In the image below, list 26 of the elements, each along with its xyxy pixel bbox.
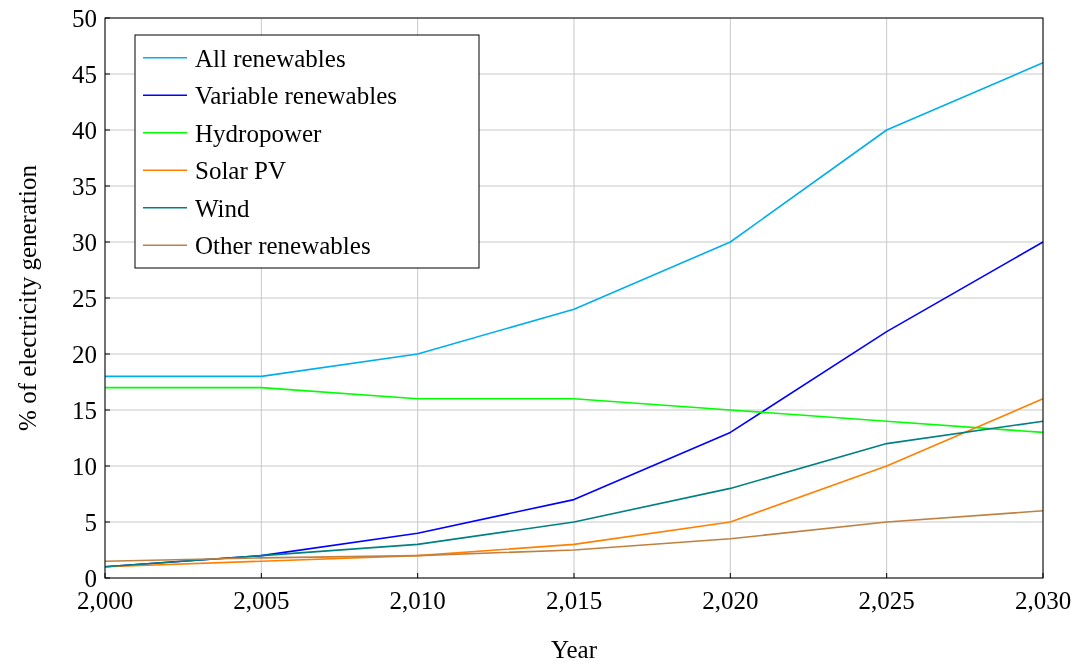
y-axis-title: % of electricity generation <box>14 164 41 431</box>
x-axis-title: Year <box>550 636 598 663</box>
x-tick-label: 2,010 <box>389 587 446 614</box>
y-tick-label: 25 <box>72 284 97 312</box>
y-tick-label: 20 <box>72 340 97 368</box>
x-tick-label: 2,020 <box>702 587 759 614</box>
legend-label: Hydropower <box>195 119 323 147</box>
line-series <box>104 510 1044 562</box>
line-series <box>104 386 1044 434</box>
y-tick-label: 40 <box>72 116 97 144</box>
y-tick-label: 45 <box>72 60 97 88</box>
y-tick-label: 35 <box>72 172 97 200</box>
x-tick-label: 2,015 <box>545 587 603 614</box>
legend-label: Wind <box>195 194 251 222</box>
legend-label: Solar PV <box>195 157 286 184</box>
y-tick-label: 10 <box>72 452 97 480</box>
legend-label: All renewables <box>195 44 346 72</box>
y-tick-label: 15 <box>72 396 97 424</box>
x-tick-label: 2,025 <box>858 587 915 614</box>
y-tick-label: 50 <box>72 4 97 32</box>
legend-label: Variable renewables <box>195 82 397 109</box>
y-tick-label: 30 <box>72 228 97 256</box>
x-tick-label: 2,030 <box>1014 587 1072 614</box>
legend-label: Other renewables <box>195 232 371 259</box>
x-tick-label: 2,005 <box>233 587 290 614</box>
y-tick-label: 5 <box>84 508 97 536</box>
